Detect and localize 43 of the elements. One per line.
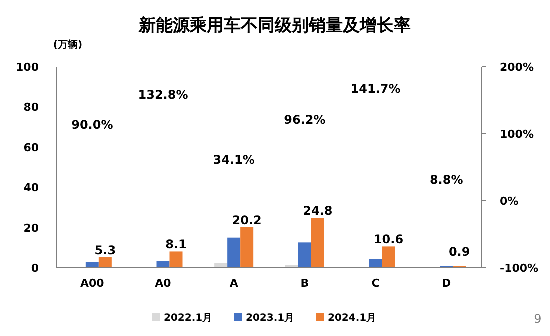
annotation: 8.8% (430, 173, 464, 187)
data-label: 10.6 (374, 232, 404, 247)
y-axis-title: (万辆) (53, 39, 83, 51)
y-tick-label: 60 (24, 141, 40, 154)
annotation: 90.0% (72, 118, 114, 132)
chart-title: 新能源乘用车不同级别销量及增长率 (138, 16, 411, 36)
y2-tick-label: 100% (500, 128, 534, 141)
x-tick-label: A (230, 277, 239, 290)
x-tick-label: A00 (80, 277, 105, 290)
legend-label: 2024.1月 (328, 313, 377, 324)
y-tick-label: 20 (24, 222, 40, 235)
legend-label: 2023.1月 (246, 313, 295, 324)
y2-tick-label: 0% (500, 195, 519, 208)
x-tick-label: D (442, 277, 452, 290)
x-tick-label: C (372, 277, 380, 290)
bar (228, 238, 241, 268)
x-tick-label: B (300, 277, 310, 290)
annotation: 132.8% (138, 88, 188, 102)
x-tick-label: A0 (155, 277, 172, 290)
y2-tick-label: -100% (500, 262, 539, 275)
data-label: 8.1 (166, 238, 187, 252)
y-tick-label: 40 (24, 182, 40, 195)
data-label: 5.3 (94, 243, 116, 258)
bar (240, 227, 254, 268)
bar (382, 246, 396, 268)
y-tick-label: 100 (16, 61, 40, 74)
legend-label: 2022.1月 (164, 313, 213, 324)
bar (311, 218, 324, 268)
bar (156, 261, 170, 268)
bar (170, 252, 183, 268)
bar (369, 259, 382, 268)
data-label: 20.2 (232, 213, 262, 228)
y2-tick-label: 200% (500, 61, 534, 74)
data-label: 0.9 (448, 245, 470, 259)
bar (98, 257, 112, 268)
annotation: 96.2% (284, 113, 326, 127)
y-tick-label: 0 (31, 262, 40, 275)
bar (298, 242, 312, 268)
annotation: 141.7% (350, 82, 401, 96)
data-label: 24.8 (303, 204, 333, 218)
annotation: 34.1% (213, 153, 255, 167)
text: 9 (534, 312, 542, 326)
y-tick-label: 80 (24, 101, 40, 114)
